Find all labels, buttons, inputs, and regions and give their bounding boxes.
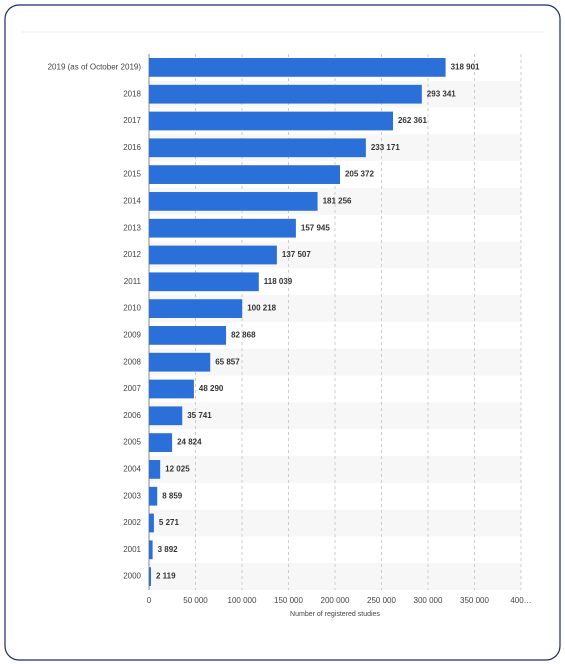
x-tick-label: 300 000: [414, 596, 443, 605]
bar: [149, 272, 259, 292]
y-tick-label: 2015: [123, 170, 141, 179]
y-tick-label: 2016: [123, 143, 141, 152]
value-label: 157 945: [301, 223, 330, 232]
x-tick-label: 100 000: [228, 596, 257, 605]
value-label: 100 218: [247, 304, 276, 313]
bar: [149, 460, 161, 479]
y-tick-label: 2011: [124, 277, 142, 286]
x-tick-label: 350 000: [460, 596, 489, 605]
value-label: 262 361: [398, 116, 427, 125]
bar: [149, 352, 211, 372]
x-tick-label: 150 000: [274, 596, 303, 605]
y-tick-label: 2017: [123, 116, 141, 125]
y-tick-label: 2019 (as of October 2019): [48, 63, 142, 72]
bar: [149, 540, 153, 560]
y-tick-label: 2012: [123, 250, 141, 259]
value-label: 65 857: [215, 357, 240, 366]
y-tick-label: 2007: [123, 384, 141, 393]
y-tick-label: 2013: [123, 223, 141, 232]
bar: [149, 567, 151, 586]
bar: [149, 192, 318, 211]
value-label: 24 824: [177, 438, 202, 447]
value-label: 12 025: [165, 465, 190, 474]
bar: [149, 486, 158, 506]
value-label: 8 859: [162, 491, 183, 500]
x-tick-label: 250 000: [367, 596, 396, 605]
x-tick-label: 0: [147, 596, 152, 605]
bar: [149, 218, 296, 238]
marks: 318 901 2019 (as of October 2019) 293 341 2…: [48, 58, 480, 586]
y-tick-label: 2000: [123, 572, 141, 581]
grid: 0 50 000 100 000 150 000 200 000 250 000 300 0…: [147, 54, 532, 605]
value-label: 205 372: [345, 170, 374, 179]
bar: [149, 165, 340, 184]
y-tick-label: 2001: [123, 545, 141, 554]
value-label: 3 892: [158, 545, 179, 554]
bar: [149, 326, 227, 345]
bar: [149, 299, 243, 318]
y-tick-label: 2018: [123, 89, 141, 98]
x-tick-label: 200 000: [321, 596, 350, 605]
bar: [149, 406, 183, 426]
y-tick-label: 2008: [123, 357, 141, 366]
bar: [149, 245, 277, 265]
y-tick-label: 2006: [123, 411, 141, 420]
value-label: 233 171: [371, 143, 400, 152]
y-tick-label: 2005: [123, 438, 141, 447]
value-label: 2 119: [156, 572, 176, 581]
y-tick-label: 2003: [123, 491, 141, 500]
x-tick-label: 50 000: [183, 596, 208, 605]
value-label: 293 341: [427, 89, 456, 98]
y-tick-label: 2002: [123, 518, 141, 527]
bar: [149, 111, 393, 131]
value-label: 181 256: [323, 197, 352, 206]
bar: [149, 513, 154, 533]
value-label: 35 741: [187, 411, 212, 420]
bar: [149, 84, 422, 104]
x-tick-label: 400…: [510, 596, 531, 605]
value-label: 5 271: [159, 518, 180, 527]
bar: [149, 138, 366, 158]
value-label: 118 039: [264, 277, 293, 286]
y-tick-label: 2004: [123, 465, 141, 474]
bar: [149, 379, 194, 399]
value-label: 82 868: [231, 331, 256, 340]
x-axis-title: Number of registered studies: [290, 611, 380, 618]
value-label: 48 290: [199, 384, 224, 393]
bar: [149, 58, 446, 77]
y-tick-label: 2014: [123, 197, 141, 206]
y-tick-label: 2009: [123, 331, 141, 340]
y-tick-label: 2010: [123, 304, 141, 313]
value-label: 318 901: [451, 63, 480, 72]
frame: [4, 4, 561, 661]
bar: [149, 433, 173, 452]
value-label: 137 507: [282, 250, 311, 259]
